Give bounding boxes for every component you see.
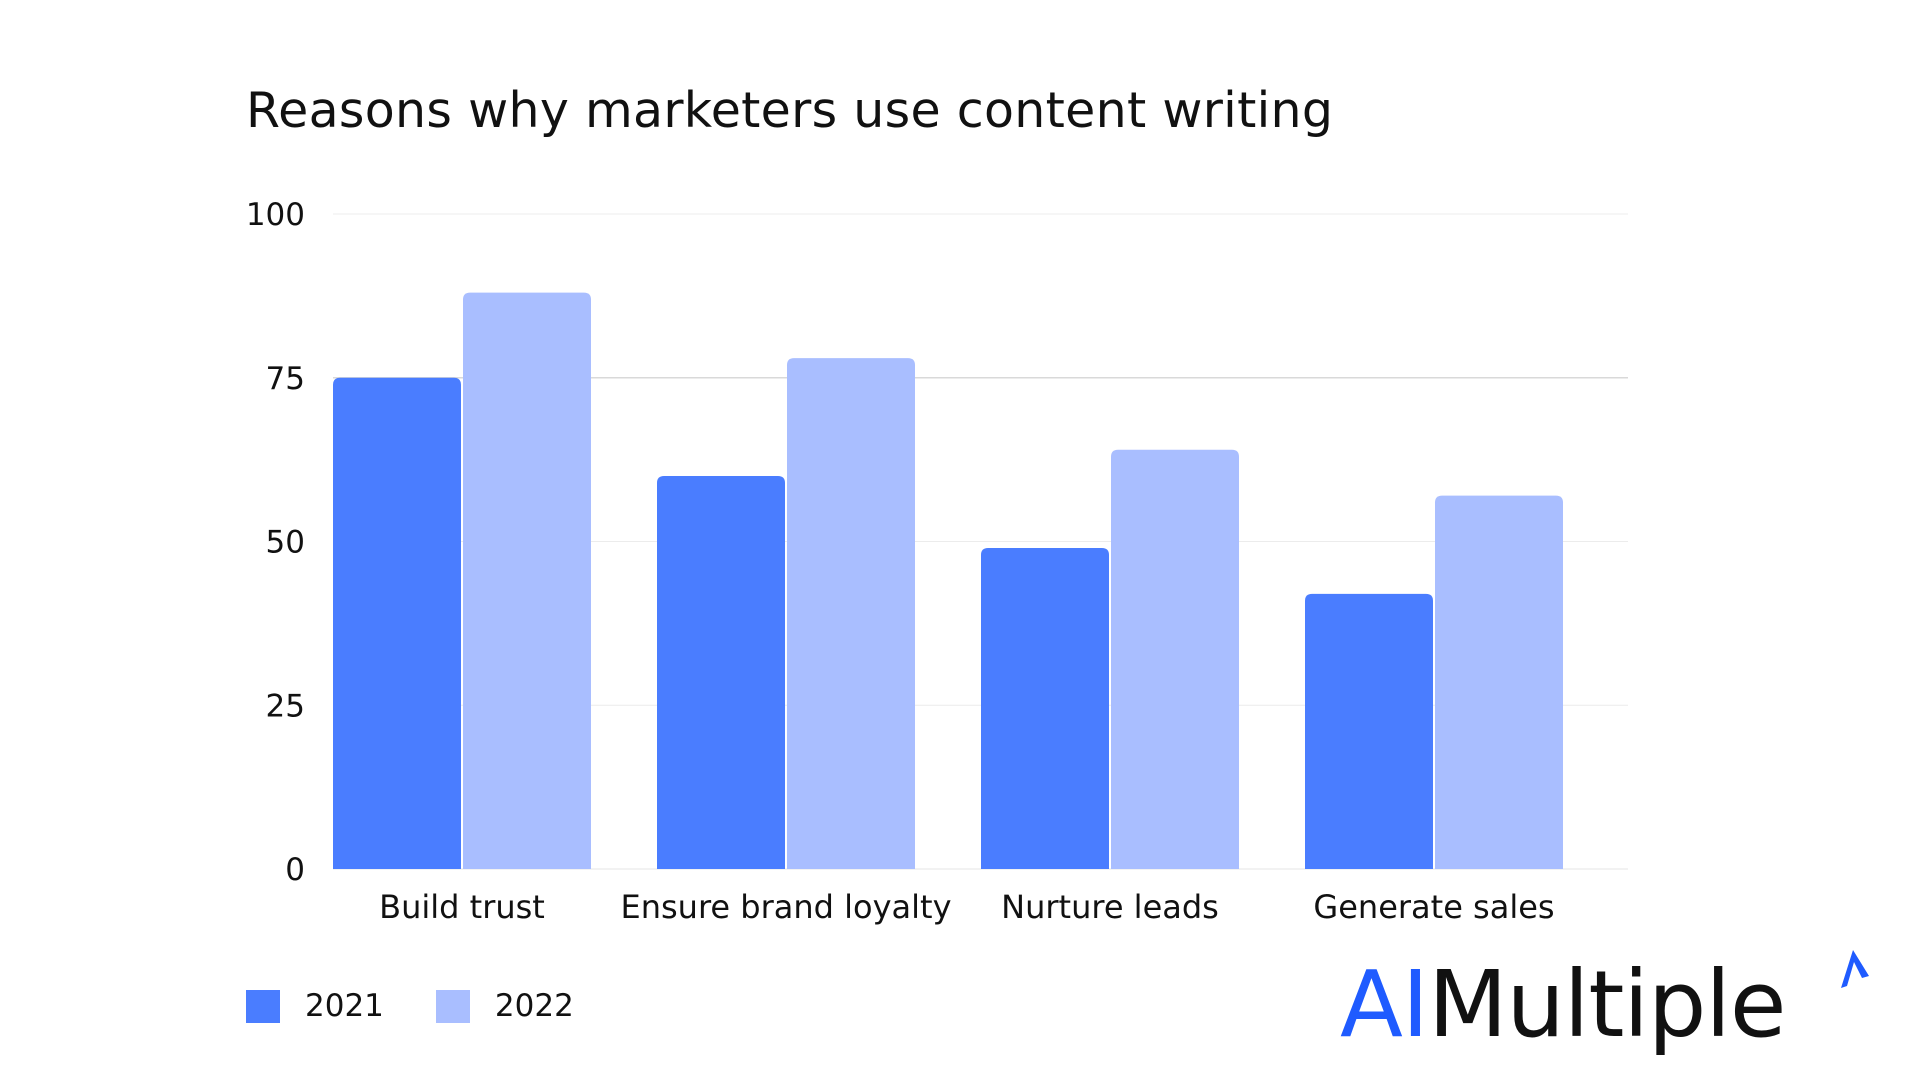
y-tick-label: 50 — [266, 525, 305, 561]
bar-2021-generate-sales — [1305, 593, 1433, 869]
y-tick-label: 100 — [246, 197, 305, 233]
bars — [333, 292, 1563, 870]
spark-icon — [1841, 950, 1869, 988]
brand-wordmark: AIMultiple — [1340, 940, 1787, 1070]
legend-label-2021: 2021 — [305, 988, 384, 1024]
legend-swatch-2022 — [435, 989, 470, 1023]
brand-wordmark-rest: Multiple — [1428, 951, 1786, 1058]
bar-2021-nurture-leads — [981, 548, 1109, 869]
x-tick-label: Ensure brand loyalty — [621, 888, 952, 926]
y-axis-ticks: 0 25 50 75 100 — [246, 197, 305, 888]
x-axis-labels: Build trust Ensure brand loyalty Nurture l… — [379, 888, 1554, 926]
y-tick-label: 0 — [285, 852, 305, 888]
bar-2022-generate-sales — [1435, 495, 1563, 869]
bar-2021-ensure-brand-loyalty — [657, 476, 785, 869]
legend-item-2022: 2022 — [435, 988, 574, 1024]
y-tick-label: 75 — [266, 361, 305, 397]
x-tick-label: Nurture leads — [1001, 888, 1219, 926]
x-tick-label: Generate sales — [1313, 888, 1554, 926]
legend-item-2021: 2021 — [246, 988, 384, 1024]
bar-2022-nurture-leads — [1111, 449, 1239, 869]
brand-logo: AIMultiple — [1340, 940, 1880, 1070]
y-tick-label: 25 — [266, 688, 305, 724]
bar-2022-ensure-brand-loyalty — [787, 358, 915, 869]
bar-2022-build-trust — [463, 292, 591, 870]
legend-label-2022: 2022 — [494, 988, 574, 1024]
bar-2021-build-trust — [333, 377, 461, 869]
legend: 2021 2022 — [246, 988, 626, 1024]
x-tick-label: Build trust — [379, 888, 545, 926]
legend-swatch-2021 — [246, 989, 280, 1023]
chart-title: Reasons why marketers use content writin… — [246, 82, 1334, 139]
brand-wordmark-ai: AI — [1340, 951, 1429, 1058]
